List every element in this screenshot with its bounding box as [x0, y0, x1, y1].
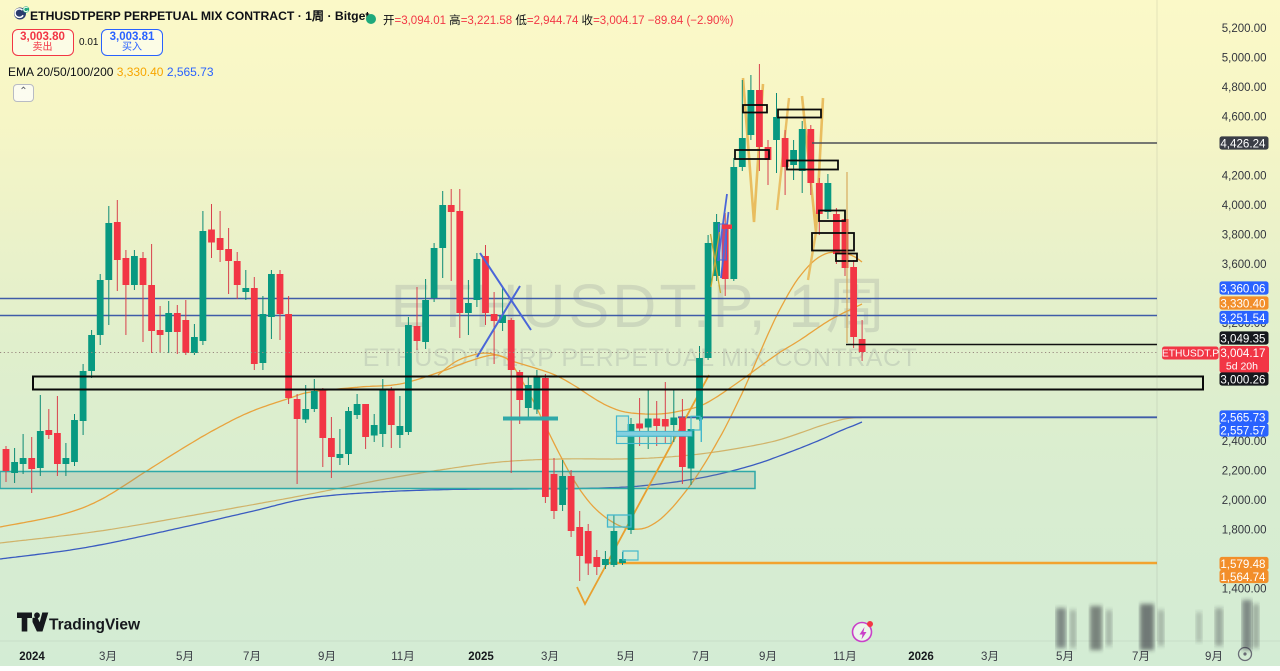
svg-text:ETHUSDT.P, 1周: ETHUSDT.P, 1周	[391, 272, 890, 340]
svg-text:3,330.40: 3,330.40	[1220, 297, 1265, 310]
svg-text:TradingView: TradingView	[49, 617, 141, 634]
svg-text:2,200.00: 2,200.00	[1222, 466, 1267, 478]
svg-text:7月: 7月	[243, 651, 261, 663]
svg-text:4,600.00: 4,600.00	[1222, 112, 1267, 124]
svg-text:3月: 3月	[981, 651, 999, 663]
svg-text:2025: 2025	[468, 651, 494, 663]
svg-text:3月: 3月	[99, 651, 117, 663]
svg-text:5,000.00: 5,000.00	[1222, 53, 1267, 65]
svg-text:ETHUSDTPERP PERPETUAL MIX CONT: ETHUSDTPERP PERPETUAL MIX CONTRACT	[363, 344, 918, 372]
svg-text:4,200.00: 4,200.00	[1222, 171, 1267, 183]
svg-text:1,800.00: 1,800.00	[1222, 525, 1267, 537]
svg-text:5d 20h: 5d 20h	[1226, 360, 1258, 372]
svg-text:4,426.24: 4,426.24	[1220, 137, 1266, 150]
svg-text:5,200.00: 5,200.00	[1222, 23, 1267, 35]
svg-text:4,800.00: 4,800.00	[1222, 82, 1267, 94]
svg-text:2,000.00: 2,000.00	[1222, 495, 1267, 507]
svg-text:3,600.00: 3,600.00	[1222, 259, 1267, 271]
svg-text:9月: 9月	[759, 651, 777, 663]
svg-text:3,251.54: 3,251.54	[1220, 312, 1266, 325]
svg-text:1,564.74: 1,564.74	[1220, 571, 1266, 584]
svg-text:2,400.00: 2,400.00	[1222, 436, 1267, 448]
svg-text:1,400.00: 1,400.00	[1222, 584, 1267, 596]
svg-text:9月: 9月	[318, 651, 336, 663]
svg-text:3,360.06: 3,360.06	[1220, 282, 1265, 295]
svg-text:3,004.17: 3,004.17	[1220, 347, 1265, 360]
svg-text:7月: 7月	[692, 651, 710, 663]
svg-text:2,565.73: 2,565.73	[1220, 411, 1265, 424]
svg-text:2026: 2026	[908, 651, 934, 663]
svg-text:1,579.48: 1,579.48	[1220, 558, 1265, 571]
svg-text:11月: 11月	[833, 651, 856, 663]
svg-text:5月: 5月	[176, 651, 194, 663]
svg-text:3,000.26: 3,000.26	[1220, 373, 1265, 386]
svg-text:2024: 2024	[19, 651, 45, 663]
svg-text:5月: 5月	[1056, 651, 1074, 663]
svg-text:5月: 5月	[617, 651, 635, 663]
svg-text:3月: 3月	[541, 651, 559, 663]
svg-text:7月: 7月	[1132, 651, 1150, 663]
svg-text:ETHUSDT.P: ETHUSDT.P	[1162, 349, 1219, 360]
svg-text:4,000.00: 4,000.00	[1222, 200, 1267, 212]
svg-text:3,800.00: 3,800.00	[1222, 230, 1267, 242]
svg-text:11月: 11月	[391, 651, 414, 663]
svg-text:2,557.57: 2,557.57	[1220, 424, 1265, 437]
svg-text:3,049.35: 3,049.35	[1220, 332, 1265, 345]
svg-text:9月: 9月	[1205, 651, 1223, 663]
